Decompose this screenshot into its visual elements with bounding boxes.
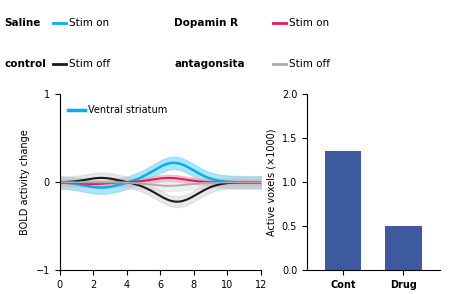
Text: Dopamin R: Dopamin R [174,18,238,28]
Text: control: control [5,59,46,69]
Text: Ventral striatum: Ventral striatum [88,105,167,115]
Text: Stim off: Stim off [289,59,330,69]
Text: Stim on: Stim on [69,18,109,28]
Bar [325,151,361,270]
Y-axis label: Active voxels (×1000): Active voxels (×1000) [266,128,276,236]
Y-axis label: BOLD activity change: BOLD activity change [20,129,30,235]
Text: antagonsita: antagonsita [174,59,245,69]
Text: Saline: Saline [5,18,41,28]
Text: Stim on: Stim on [289,18,329,28]
Bar [385,226,421,270]
Text: Stim off: Stim off [69,59,110,69]
